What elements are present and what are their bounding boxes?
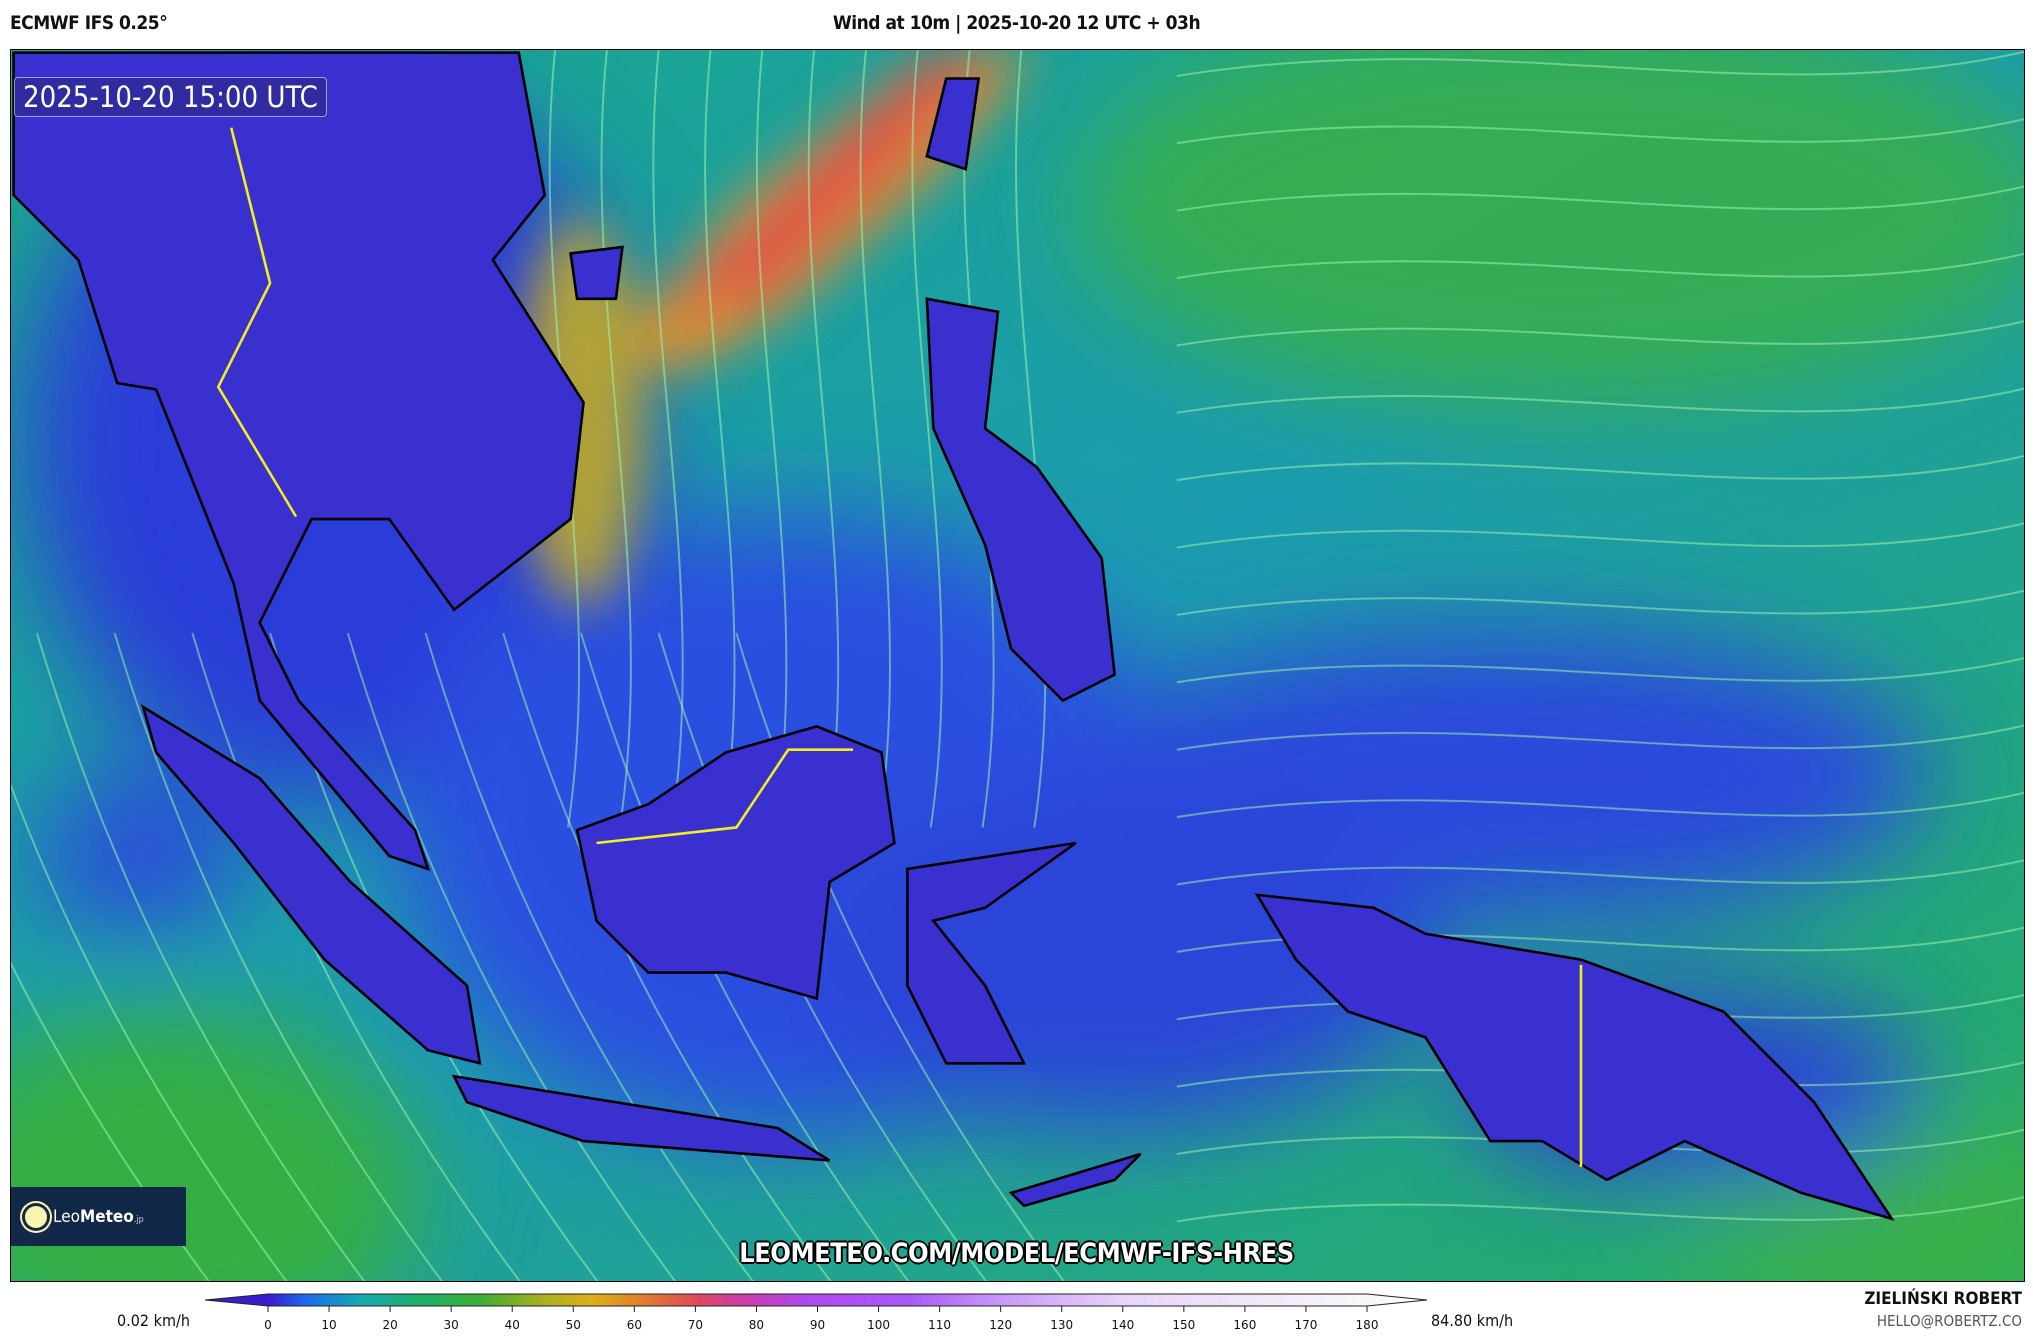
streamline [346,632,677,1281]
streamline [1176,50,2024,77]
country-borders [216,127,1583,1167]
colorbar-tick-label: 180 [1356,1318,1379,1332]
streamline [35,632,366,1281]
colorbar-tick-label: 10 [321,1318,336,1332]
streamline [1176,657,2024,684]
streamline [1176,387,2024,414]
min-value-label: 0.02 km/h [117,1311,190,1330]
chart-title: Wind at 10m | 2025-10-20 12 UTC + 03h [832,12,1201,34]
colorbar-bar [205,1293,1428,1307]
leometeo-logo[interactable]: LeoMeteo.jp [11,1187,186,1246]
streamline [1176,185,2024,212]
colorbar-tick-label: 30 [444,1318,459,1332]
streamline [704,50,736,828]
colorbar-tick-label: 120 [989,1318,1012,1332]
colorbar-tick-label: 130 [1050,1318,1073,1332]
wind-map[interactable]: 2025-10-20 15:00 UTC LeoMeteo.jp [10,49,2025,1282]
colorbar: 0 10 20 30 40 50 60 70 80 90 100 110 120 130 140 150 160… [205,1293,1428,1332]
sun-icon [25,1205,47,1228]
wind-field [11,50,2024,1281]
streamline [652,50,684,828]
land-taiwan [925,77,981,171]
streamline [113,632,444,1281]
model-name: ECMWF IFS 0.25° [10,12,168,34]
streamline [859,50,891,828]
streamline [1176,589,2024,616]
streamline [755,50,788,828]
streamline [191,632,521,1281]
colorbar-tick-label: 20 [382,1318,397,1332]
max-value-label: 84.80 km/h [1431,1311,1514,1330]
streamline [600,50,632,828]
colorbar-tick-label: 50 [566,1318,581,1332]
colorbar-tick-label: 110 [928,1318,951,1332]
colorbar-tick-label: 160 [1233,1318,1256,1332]
watermark-url: LEOMETEO.COM/MODEL/ECMWF-IFS-HRES [739,1238,1294,1269]
streamline [1176,522,2024,549]
streamline [1015,50,1047,828]
streamline [1176,252,2024,280]
streamline [11,783,288,1281]
streamline [1176,859,2024,886]
land-timor [1008,1152,1142,1208]
streamline [1176,118,2024,145]
streamline [1176,791,2024,819]
streamline [1176,455,2024,482]
streamline [580,632,910,1281]
colorbar-tick-label: 40 [505,1318,520,1332]
colorbar-tick-label: 80 [749,1318,764,1332]
streamline [1176,724,2024,751]
valid-time-label: 2025-10-20 15:00 UTC [14,77,327,117]
colorbar-tick-label: 0 [264,1318,272,1332]
colorbar-tick-label: 140 [1111,1318,1134,1332]
land-philippines [925,297,1117,703]
land-java [451,1074,831,1162]
colorbar-tick-label: 70 [688,1318,703,1332]
colorbar-tick-label: 100 [867,1318,890,1332]
land-sumatra [140,704,482,1066]
logo-text: LeoMeteo.jp [53,1206,144,1227]
streamline [911,50,943,828]
colorbar-tick-label: 170 [1294,1318,1317,1332]
land-sulawesi [906,841,1077,1065]
streamline [1176,1196,2024,1223]
streamline [807,50,840,828]
colorbar-tick-label: 90 [810,1318,825,1332]
landmasses [12,51,1895,1222]
author-name: ZIELIŃSKI ROBERT [1864,1289,2022,1309]
land-hainan [569,245,624,301]
streamline [1176,320,2024,347]
land-indochina [12,51,585,871]
land-new-guinea [1254,893,1895,1222]
colorbar-tick-label: 150 [1172,1318,1195,1332]
colorbar-tick-label: 60 [627,1318,642,1332]
author-email[interactable]: HELLO@ROBERTZ.CO [1876,1312,2022,1330]
land-borneo [575,725,896,1001]
streamline [424,632,754,1281]
streamline [502,632,832,1281]
